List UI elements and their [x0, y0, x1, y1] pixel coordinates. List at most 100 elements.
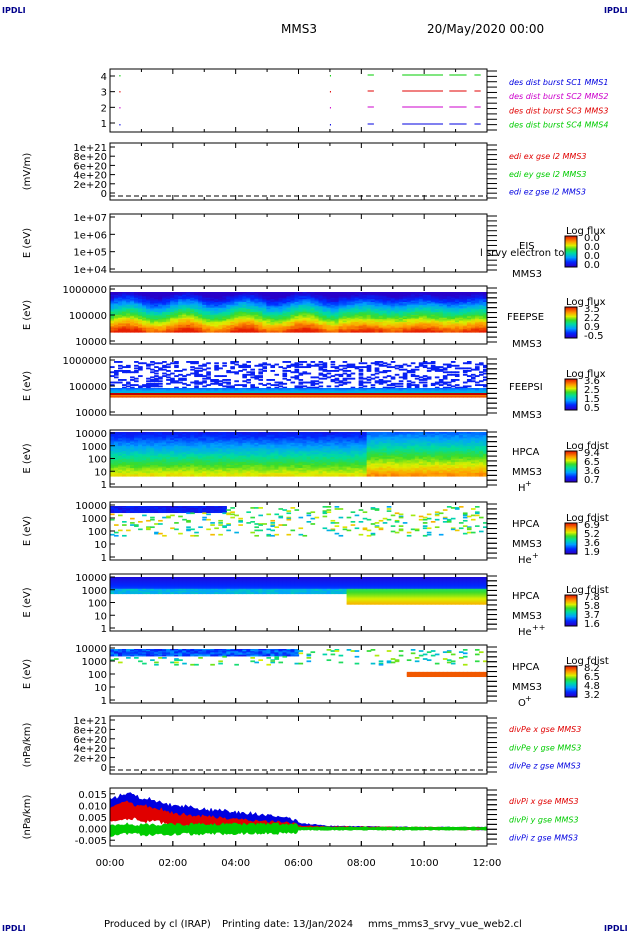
spectrogram-cell [158, 461, 163, 465]
spectrogram-cell [282, 361, 288, 363]
spectrogram-cell [302, 300, 308, 303]
spectrogram-cell [222, 327, 227, 330]
spectrogram-cell [110, 313, 115, 316]
spectrogram-cell [162, 390, 167, 393]
species-label-2: MMS3 [512, 269, 542, 280]
spectrogram-cell [202, 317, 207, 320]
spectrogram-cell [350, 388, 356, 390]
spectrogram-cell [410, 302, 416, 305]
spectrogram-cell [262, 316, 268, 319]
spectrogram-cell [150, 313, 155, 316]
spectrogram-cell [290, 292, 296, 295]
spectrogram-cell [330, 380, 336, 383]
spectrogram-cell [282, 395, 288, 398]
spectrogram-cell [174, 313, 179, 316]
spectrogram-cell [186, 324, 191, 327]
spectrogram-cell [278, 324, 284, 327]
spectrogram-cell [246, 313, 251, 316]
spectrogram-cell [178, 474, 183, 477]
spectrogram-cell [338, 375, 344, 378]
spectrogram-cell [282, 382, 288, 385]
spectrogram-cell [454, 327, 460, 330]
spectrogram-cell [362, 292, 368, 295]
spectrogram-cell [138, 471, 143, 474]
spectrogram-cell [154, 380, 159, 383]
spectrogram-cell [298, 310, 304, 313]
spectrogram-cell [170, 377, 175, 380]
spectrogram-cell [478, 293, 484, 296]
spectrogram-cell [278, 330, 284, 333]
spectrogram-cell [326, 327, 332, 330]
spectrogram-cell [186, 432, 191, 435]
spectrogram-cell [226, 390, 231, 393]
spectrogram-cell [446, 329, 452, 332]
spectrogram-cell [222, 320, 227, 323]
colorbar-cell [565, 316, 577, 318]
spectrogram-cell [450, 364, 456, 367]
spectrogram-cell [290, 327, 296, 330]
spectrogram-cell [194, 371, 199, 374]
spectrogram-cell [466, 320, 472, 323]
spectrogram-cell [190, 323, 195, 326]
spectrogram-cell [110, 391, 115, 394]
spectrogram-cell [234, 307, 239, 310]
spectrogram-cell [394, 293, 400, 296]
spectrogram-cell [122, 324, 127, 327]
spectrogram-cell [166, 439, 171, 443]
spectrogram-cell [310, 394, 316, 397]
spectrogram-cell [278, 297, 284, 300]
spectrogram-cell [482, 304, 488, 307]
spectrogram-cell [294, 368, 300, 371]
spectrogram-cell [178, 469, 183, 472]
spectrogram-cell [326, 310, 332, 313]
spectrogram-cell [138, 324, 143, 327]
spectrogram-cell [134, 326, 139, 329]
spectrogram-cell [322, 375, 328, 378]
spectrogram-cell [250, 316, 255, 319]
spectrogram-cell [354, 299, 360, 302]
spectrogram-cell [122, 304, 127, 307]
spectrogram-cell [454, 297, 460, 300]
spectrogram-cell [110, 296, 115, 299]
spectrogram-cell [430, 297, 436, 300]
spectrogram-cell [202, 310, 207, 313]
spectrogram-cell [270, 370, 276, 372]
spectrogram-cell [226, 379, 231, 381]
spectrogram-cell [286, 294, 292, 297]
spectrogram-cell [410, 373, 416, 376]
colorbar-cell [565, 387, 577, 389]
spectrogram-cell [306, 292, 312, 295]
spectrogram-cell [442, 395, 448, 398]
spectrogram-cell [114, 390, 119, 393]
spectrogram-cell [406, 313, 412, 316]
spectrogram-cell [202, 389, 207, 392]
spectrogram-cell [166, 299, 171, 302]
spectrogram-cell [178, 306, 183, 309]
spectrogram-cell [354, 306, 360, 309]
spectrogram-cell [406, 386, 412, 389]
spectrogram-cell [190, 296, 195, 299]
spectrogram-cell [110, 297, 115, 300]
spectrogram-cell [166, 314, 171, 317]
spectrogram-cell [198, 294, 203, 297]
spectrogram-cell [186, 329, 191, 332]
spectrogram-cell [334, 307, 340, 310]
spectrogram-cell [170, 320, 175, 323]
spectrogram-cell [326, 302, 332, 305]
spectrogram-cell [274, 323, 280, 326]
spectrogram-cell [154, 461, 159, 465]
spectrogram-cell [294, 391, 300, 394]
spectrogram-cell [174, 452, 179, 455]
spectrogram-cell [162, 436, 167, 439]
spectrogram-cell [162, 465, 167, 468]
spectrogram-cell [174, 294, 179, 297]
spectrogram-cell [442, 390, 448, 393]
spectrogram-cell [214, 293, 219, 296]
spectrogram-cell [398, 297, 404, 300]
spectrogram-cell [374, 394, 380, 397]
spectrogram-cell [310, 314, 316, 317]
spectrogram-cell [134, 314, 139, 317]
spectrogram-cell [318, 390, 324, 393]
spectrogram-cell [430, 322, 436, 325]
spectrogram-cell [398, 394, 404, 397]
